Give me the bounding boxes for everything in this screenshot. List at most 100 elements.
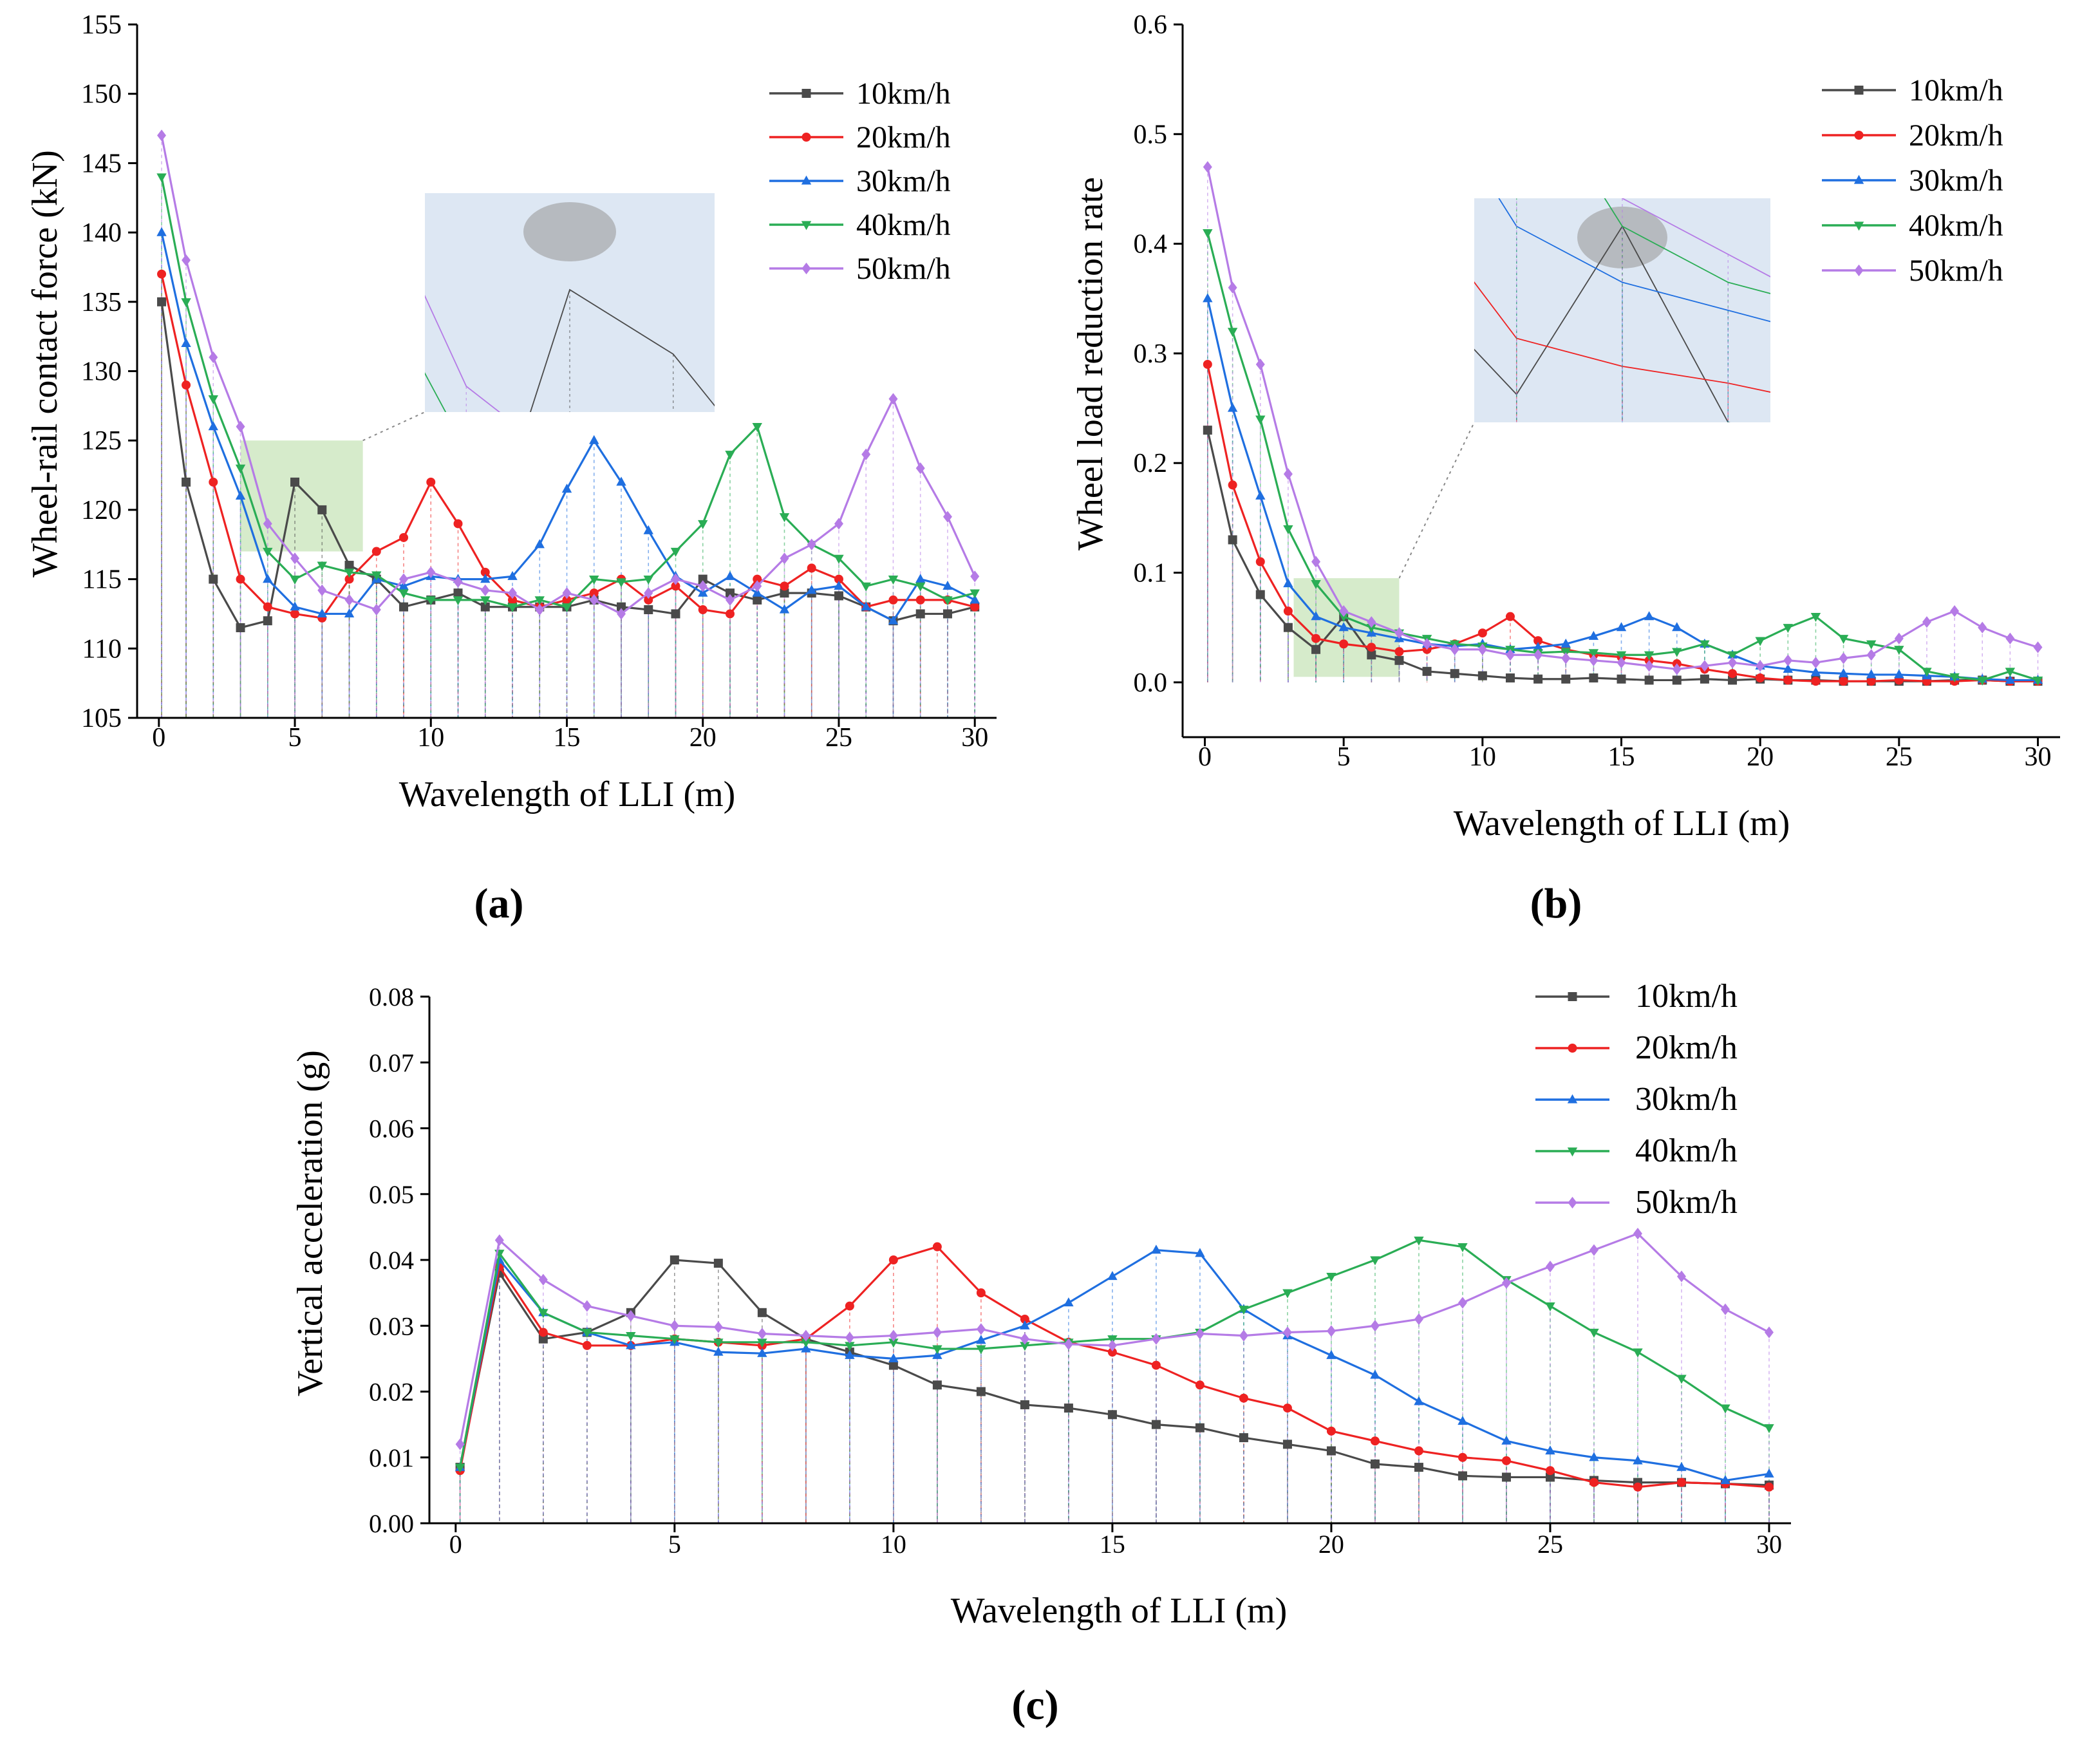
y-tick-label: 0.05 [369,1180,414,1209]
y-tick-label: 0.0 [1134,668,1168,698]
legend-label-20km-h: 20km/h [1635,1029,1738,1066]
data-point-50km-h-2 [538,1273,548,1286]
data-point-40km-h-28 [1676,1375,1687,1384]
data-point-30km-h-2 [1255,490,1266,500]
data-point-40km-h-12 [976,1345,986,1355]
data-point-30km-h-23 [1458,1416,1468,1425]
data-point-40km-h-20 [1326,1272,1336,1282]
data-point-30km-h-4 [263,574,273,583]
data-point-10km-h-23 [780,588,789,598]
data-point-30km-h-15 [1616,622,1627,632]
data-point-40km-h-23 [1458,1243,1468,1252]
data-point-50km-h-28 [915,462,925,474]
data-point-10km-h-25 [1545,1472,1555,1482]
data-point-50km-h-8 [371,603,381,616]
data-point-40km-h-19 [1727,651,1738,661]
data-point-50km-h-4 [263,518,272,530]
data-point-10km-h-4 [263,616,272,626]
legend-marker-50km-h [1854,264,1864,277]
data-point-40km-h-16 [589,576,599,585]
data-point-10km-h-17 [1672,675,1682,685]
data-point-20km-h-11 [1505,612,1515,621]
data-point-40km-h-30 [1764,1424,1774,1434]
legend-label-10km-h: 10km/h [1909,73,2003,108]
panel-c-legend: 10km/h 20km/h 30km/h 40km/h 50km/h [1535,978,1738,1221]
data-point-40km-h-27 [1949,673,1960,682]
data-point-50km-h-7 [344,594,354,606]
data-point-50km-h-1 [494,1234,504,1246]
data-point-20km-h-27 [888,595,898,605]
data-point-30km-h-3 [1283,578,1293,588]
y-tick-label: 140 [81,218,122,248]
data-point-40km-h-6 [713,1338,724,1348]
panel-a-x-axis-label: Wavelength of LLI (m) [399,775,736,814]
series-line-30km-h [459,1249,1770,1482]
data-point-40km-h-6 [1366,624,1377,634]
inset-highlight-oval [523,202,616,261]
data-point-50km-h-25 [834,518,843,530]
panel-b-axes: 0 5 10 15 20 25 30 0.0 0.1 0.2 0.3 0.4 0.5 0.6 [1134,10,2060,772]
data-point-40km-h-19 [670,547,681,557]
data-point-50km-h-27 [888,393,898,405]
data-point-30km-h-14 [534,539,545,549]
legend-label-40km-h: 40km/h [856,208,951,242]
data-point-40km-h-21 [725,451,735,460]
data-point-40km-h-23 [1838,635,1849,644]
y-tick-label: 110 [82,634,122,664]
data-point-20km-h-17 [1195,1380,1205,1390]
data-point-50km-h-9 [1450,643,1459,655]
data-point-30km-h-13 [1561,638,1571,648]
data-point-20km-h-21 [1783,675,1793,685]
data-point-40km-h-13 [1020,1342,1030,1351]
data-point-50km-h-14 [535,603,545,616]
x-tick-label: 5 [1337,742,1351,772]
data-point-50km-h-15 [1617,657,1626,669]
data-point-30km-h-26 [861,601,871,611]
data-point-50km-h-20 [1326,1325,1336,1337]
data-point-10km-h-15 [1617,674,1626,684]
data-point-10km-h-7 [757,1308,767,1317]
data-point-50km-h-26 [1922,616,1931,628]
panel-c-series-layer [455,1228,1774,1492]
data-point-20km-h-2 [209,477,218,487]
data-point-20km-h-4 [1311,634,1321,643]
data-point-10km-h-13 [1020,1400,1029,1409]
data-point-40km-h-0 [1203,229,1213,238]
legend-marker-10km-h [1568,992,1577,1001]
x-tick-label: 30 [961,723,988,753]
panel-a-axes: 0 5 10 15 20 25 30 105 110 115 120 125 130 135 140 145 1… [81,10,997,753]
data-point-50km-h-17 [616,608,626,620]
data-point-40km-h-4 [626,1331,636,1341]
data-point-50km-h-16 [1151,1333,1161,1345]
data-point-50km-h-7 [1394,627,1404,639]
data-point-50km-h-13 [1561,652,1571,664]
data-point-20km-h-22 [1811,677,1821,686]
data-point-20km-h-26 [1589,1478,1598,1487]
data-point-10km-h-6 [1367,650,1376,660]
data-point-20km-h-7 [1394,647,1404,657]
panel-c-label: (c) [1011,1682,1058,1729]
data-point-20km-h-12 [976,1288,986,1298]
y-tick-label: 0.5 [1134,120,1168,149]
data-point-10km-h-2 [209,574,218,584]
data-point-20km-h-10 [426,477,436,487]
data-point-40km-h-3 [235,464,246,474]
data-point-30km-h-9 [398,580,409,590]
data-point-40km-h-5 [1338,613,1349,623]
legend-marker-20km-h [1854,131,1864,140]
legend-marker-40km-h [1853,221,1864,231]
data-point-50km-h-15 [562,587,572,599]
data-point-20km-h-24 [1866,677,1876,686]
legend-label-50km-h: 50km/h [856,252,951,286]
y-tick-label: 0.2 [1134,449,1168,478]
data-point-40km-h-18 [1700,640,1710,650]
data-point-50km-h-6 [713,1321,723,1333]
data-point-10km-h-24 [1501,1472,1511,1482]
data-point-20km-h-23 [780,581,789,591]
data-point-40km-h-0 [455,1463,465,1473]
data-point-20km-h-25 [834,574,843,584]
data-point-10km-h-22 [753,595,762,605]
data-point-40km-h-4 [263,547,273,557]
data-point-50km-h-2 [209,351,218,364]
data-point-30km-h-21 [1370,1369,1380,1379]
